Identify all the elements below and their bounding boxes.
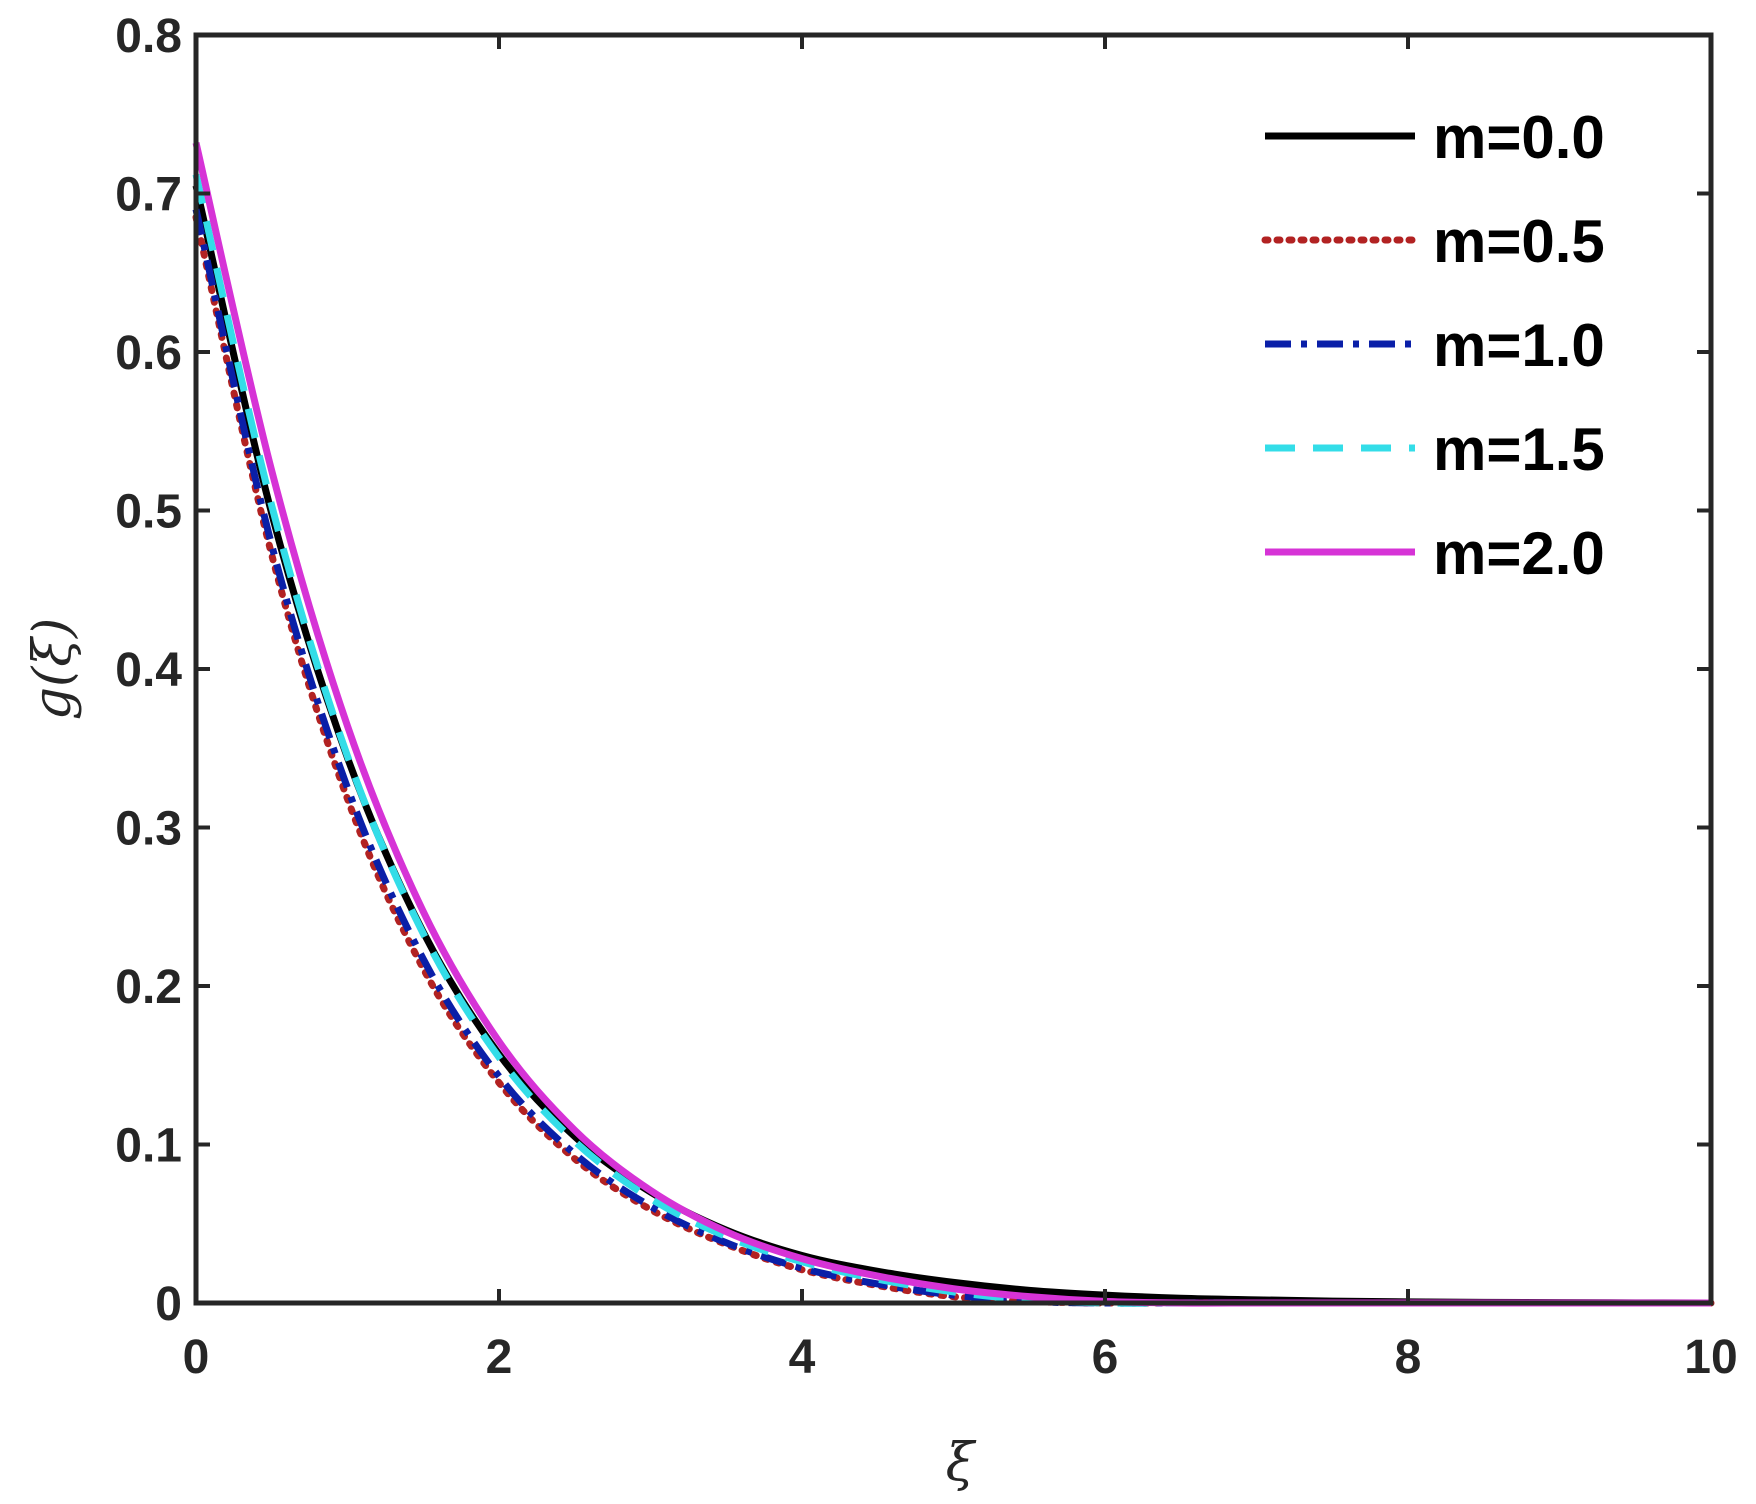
legend-label-3: m=1.5 bbox=[1433, 416, 1605, 483]
x-tick-label: 4 bbox=[789, 1331, 816, 1384]
y-axis: 0 0.1 0.2 0.3 0.4 0.5 0.6 0.7 0.8 bbox=[115, 10, 1711, 1331]
y-tick-label: 0.8 bbox=[115, 10, 182, 63]
x-tick-label: 10 bbox=[1684, 1331, 1737, 1384]
y-axis-label: g(ξ) bbox=[23, 618, 83, 721]
y-tick-label: 0.3 bbox=[115, 803, 182, 856]
x-axis: 0 2 4 6 8 10 bbox=[183, 35, 1738, 1384]
x-tick-label: 0 bbox=[183, 1331, 210, 1384]
y-tick-label: 0.4 bbox=[115, 644, 182, 697]
legend-label-0: m=0.0 bbox=[1433, 104, 1605, 171]
legend-label-2: m=1.0 bbox=[1433, 312, 1605, 379]
y-tick-label: 0.5 bbox=[115, 486, 182, 539]
legend: m=0.0 m=0.5 m=1.0 m=1.5 m=2.0 bbox=[1261, 104, 1605, 587]
legend-label-4: m=2.0 bbox=[1433, 520, 1605, 587]
legend-label-1: m=0.5 bbox=[1433, 208, 1605, 275]
x-axis-label: ξ bbox=[946, 1433, 977, 1493]
plot-background bbox=[196, 35, 1711, 1303]
y-tick-label: 0.1 bbox=[115, 1120, 182, 1173]
y-tick-label: 0.7 bbox=[115, 169, 182, 222]
y-tick-label: 0 bbox=[155, 1278, 182, 1331]
x-tick-label: 8 bbox=[1395, 1331, 1422, 1384]
x-tick-label: 6 bbox=[1092, 1331, 1119, 1384]
y-tick-label: 0.6 bbox=[115, 327, 182, 380]
y-tick-label: 0.2 bbox=[115, 961, 182, 1014]
x-tick-label: 2 bbox=[486, 1331, 513, 1384]
